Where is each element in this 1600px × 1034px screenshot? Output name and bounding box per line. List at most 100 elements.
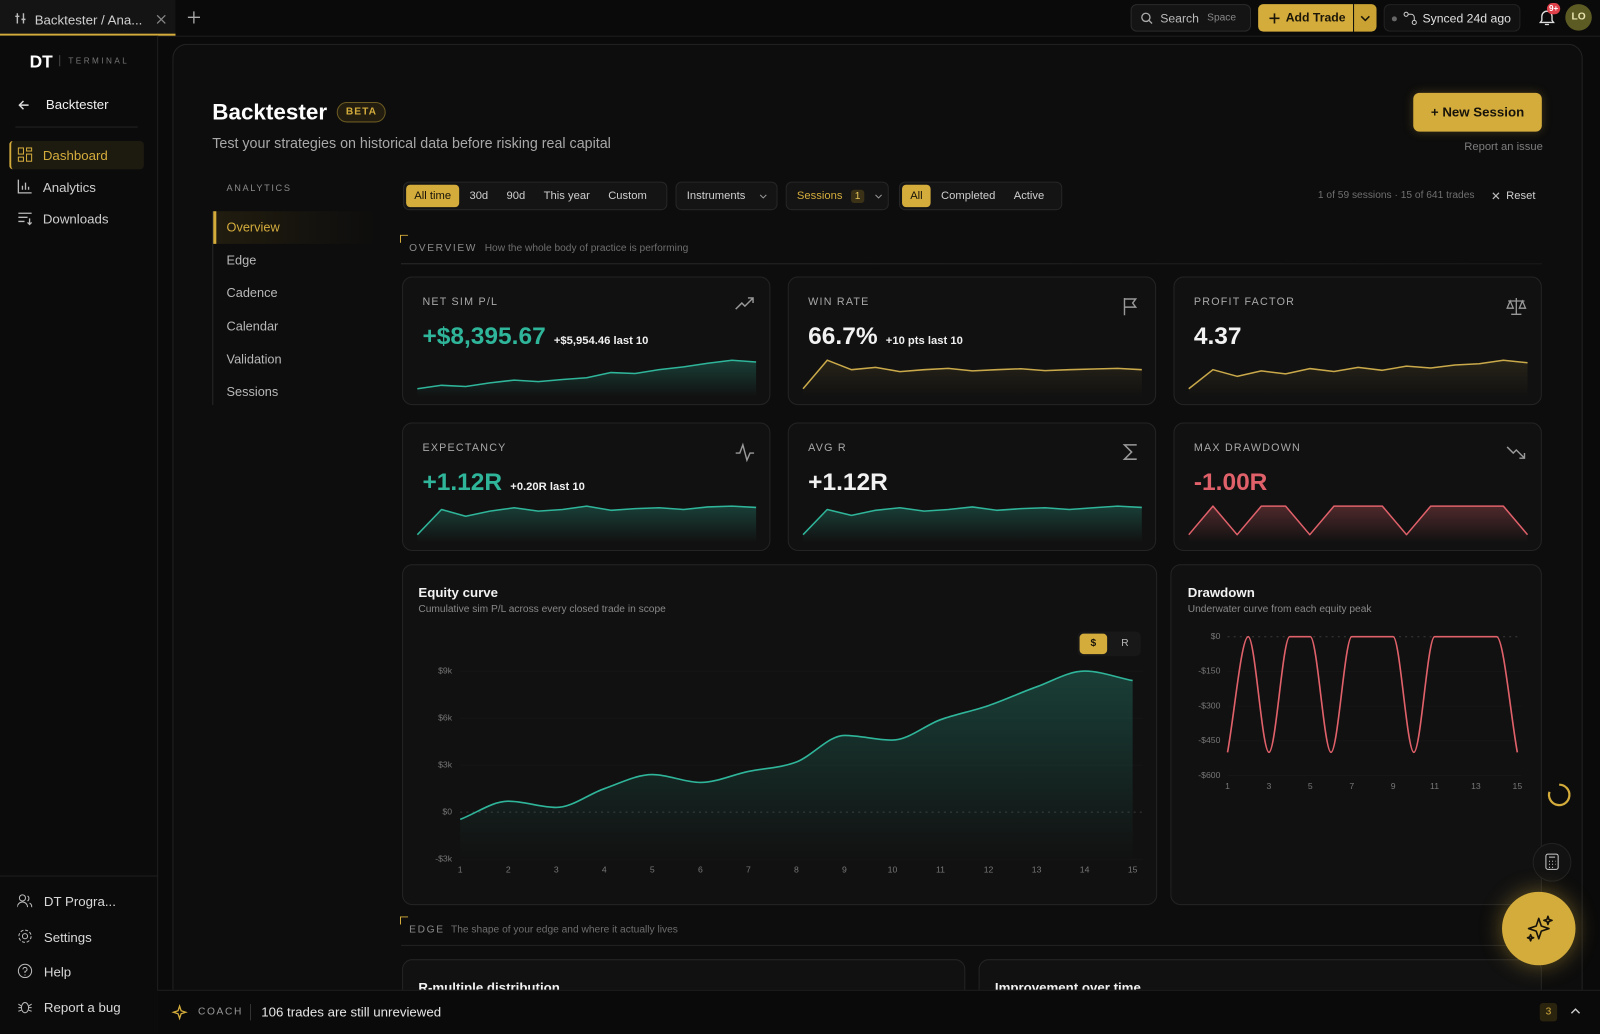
- chart-subtitle: Underwater curve from each equity peak: [1187, 604, 1372, 616]
- kpi-label: WIN RATE: [808, 295, 870, 309]
- sidebar: DT TERMINAL Backtester Dashboard Analytic…: [0, 35, 159, 1034]
- chevron: [760, 194, 768, 199]
- filter-chip[interactable]: Custom: [608, 189, 647, 203]
- logo-sub: TERMINAL: [68, 56, 130, 66]
- bug-icon: [18, 1002, 32, 1014]
- kpi-icon: [1123, 297, 1138, 316]
- kpi-value: 66.7%: [808, 322, 878, 350]
- toggle-r[interactable]: R: [1121, 637, 1129, 649]
- kpi-value-row: +1.12R +0.20R last 10: [422, 468, 584, 497]
- add-trade-label: Add Trade: [1285, 10, 1346, 25]
- filter-chip[interactable]: All: [902, 184, 931, 208]
- edge-description: The shape of your edge and where it actu…: [451, 924, 678, 936]
- chevron: [1360, 15, 1370, 22]
- back-icon[interactable]: [17, 99, 29, 111]
- reset-icon[interactable]: [1492, 192, 1500, 200]
- kpi-value-row: +$8,395.67 +$5,954.46 last 10: [422, 322, 648, 351]
- beta-badge: BETA: [336, 102, 387, 123]
- logo-divider: [59, 55, 61, 67]
- analytics-item[interactable]: Calendar: [226, 318, 279, 334]
- analytics-item[interactable]: Validation: [226, 351, 282, 367]
- kpi-card: EXPECTANCY +1.12R +0.20R last 10: [402, 422, 771, 552]
- analytics-item[interactable]: Sessions: [226, 384, 279, 399]
- footer-item[interactable]: Report a bug: [43, 999, 121, 1016]
- equity-card: Equity curve Cumulative sim P/L across e…: [402, 564, 1158, 906]
- kpi-value-row: 4.37: [1194, 322, 1242, 351]
- scope-summary: 1 of 59 sessions · 15 of 641 trades: [1317, 189, 1475, 202]
- new-session-button[interactable]: + New Session: [1413, 92, 1542, 132]
- toggle-dollar[interactable]: $: [1079, 633, 1108, 655]
- kpi-card: WIN RATE 66.7% +10 pts last 10: [787, 276, 1157, 406]
- report-link[interactable]: Report an issue: [1464, 140, 1543, 154]
- analytics-heading: ANALYTICS: [226, 182, 292, 193]
- page-subtitle: Test your strategies on historical data …: [212, 134, 611, 152]
- nav-item[interactable]: Analytics: [42, 179, 96, 195]
- kpi-value-row: -1.00R: [1194, 468, 1268, 497]
- footer-item[interactable]: DT Progra...: [43, 893, 116, 910]
- filter-chip[interactable]: All time: [406, 184, 460, 208]
- footer-item[interactable]: Settings: [43, 929, 92, 945]
- logo: DT: [29, 52, 53, 72]
- new-tab[interactable]: [187, 11, 200, 24]
- coach-message[interactable]: 106 trades are still unreviewed: [261, 1004, 442, 1020]
- tab-close[interactable]: [156, 14, 166, 24]
- kpi-value: +1.12R: [422, 468, 503, 496]
- kpi-label: PROFIT FACTOR: [1193, 295, 1296, 309]
- sync-label: Synced 24d ago: [1422, 11, 1511, 26]
- filter-chip[interactable]: Completed: [941, 189, 996, 203]
- instruments-filter[interactable]: Instruments: [675, 181, 778, 211]
- filter-chip[interactable]: Active: [1013, 189, 1045, 203]
- footer-item[interactable]: Help: [43, 964, 72, 980]
- kpi-card: PROFIT FACTOR 4.37: [1173, 276, 1542, 406]
- analytics-active: [213, 211, 377, 244]
- sessions-filter[interactable]: Sessions 1: [785, 181, 889, 211]
- filter-chip[interactable]: 30d: [469, 189, 489, 203]
- settings-icon: [18, 929, 32, 943]
- analytics-item[interactable]: Cadence: [226, 286, 278, 301]
- kpi-icon: [1506, 446, 1526, 459]
- add-trade-menu[interactable]: [1354, 4, 1377, 32]
- calculator-icon: [1545, 853, 1559, 870]
- back-label[interactable]: Backtester: [45, 96, 109, 113]
- kpi-icon: [735, 442, 755, 463]
- notification-badge: 9+: [1546, 3, 1561, 15]
- kpi-value: +1.12R: [808, 468, 888, 496]
- expand-icon[interactable]: [1570, 1008, 1581, 1014]
- nav-item[interactable]: Downloads: [42, 211, 109, 227]
- analytics-item[interactable]: Edge: [226, 253, 257, 268]
- dashboard-icon: [17, 147, 33, 162]
- kpi-icon: [735, 297, 754, 310]
- tab[interactable]: Backtester / Ana...: [0, 0, 176, 36]
- nav-item[interactable]: Dashboard: [42, 147, 108, 164]
- divider: [15, 126, 138, 128]
- avatar[interactable]: LO: [1565, 4, 1592, 31]
- unit-toggle: $ R: [1077, 631, 1141, 657]
- coach-icon: [171, 1004, 188, 1021]
- coach-button[interactable]: [1502, 891, 1576, 966]
- section-bracket: [399, 916, 409, 925]
- kpi-value: 4.37: [1193, 322, 1242, 350]
- calculator-button[interactable]: [1532, 842, 1572, 882]
- page-title: Backtester: [212, 98, 328, 125]
- kpi-card: MAX DRAWDOWN -1.00R: [1173, 422, 1542, 552]
- kpi-label: EXPECTANCY: [422, 441, 507, 455]
- status-filter: All Completed Active: [898, 181, 1063, 211]
- kpi-icon: [1506, 297, 1527, 315]
- filter-chip[interactable]: 90d: [506, 189, 526, 203]
- search[interactable]: Search Space: [1130, 4, 1252, 32]
- sync-status[interactable]: Synced 24d ago: [1383, 4, 1521, 32]
- kpi-value: +$8,395.67: [422, 322, 546, 350]
- program-icon: [17, 894, 33, 908]
- section-bracket: [399, 234, 409, 243]
- analytics-item[interactable]: Overview: [226, 220, 280, 235]
- filter-chip[interactable]: This year: [543, 189, 590, 203]
- kpi-value-row: 66.7% +10 pts last 10: [808, 322, 963, 351]
- chart-title: Equity curve: [418, 584, 498, 600]
- chart-subtitle: Cumulative sim P/L across every closed t…: [418, 604, 666, 616]
- reset-label[interactable]: Reset: [1506, 189, 1536, 203]
- coach-label: COACH: [197, 1006, 243, 1018]
- add-trade-button[interactable]: Add Trade: [1258, 4, 1354, 32]
- kpi-value-row: +1.12R: [808, 468, 888, 497]
- plus-icon: [1269, 13, 1280, 24]
